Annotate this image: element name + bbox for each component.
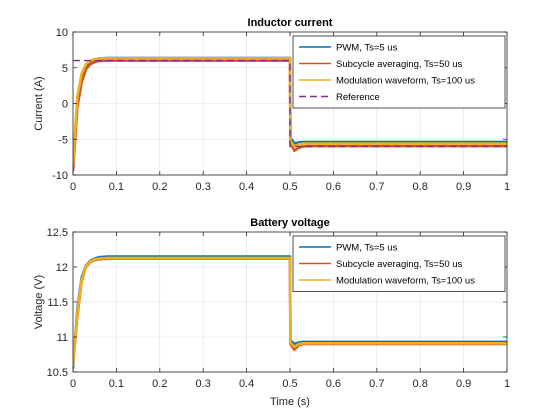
x-tick-label: 0.5 (282, 181, 297, 193)
legend-entry: Modulation waveform, Ts=100 us (336, 276, 475, 287)
x-tick-label: 0.4 (239, 378, 254, 390)
y-tick-label: 12.5 (47, 227, 68, 239)
y-axis-label: Current (A) (33, 76, 45, 130)
x-tick-label: 0.9 (456, 181, 471, 193)
x-tick-label: 0.7 (369, 378, 384, 390)
series-group (73, 255, 507, 369)
y-axis-label: Voltage (V) (33, 275, 45, 329)
y-tick-label: 12 (56, 262, 68, 274)
legend-entry: Subcycle averaging, Ts=50 us (336, 259, 463, 270)
series-line-3 (73, 57, 507, 165)
legend: PWM, Ts=5 us Subcycle averaging, Ts=50 us… (292, 235, 506, 292)
y-tick-label: 5 (62, 63, 68, 75)
legend-entry: Modulation waveform, Ts=100 us (336, 76, 475, 87)
x-tick-label: 0.8 (413, 378, 428, 390)
x-tick-label: 0.2 (152, 181, 167, 193)
x-tick-label: 0.6 (326, 378, 341, 390)
x-tick-label: 0.8 (413, 181, 428, 193)
y-tick-label: 10.5 (47, 367, 68, 379)
series-group (73, 56, 507, 172)
x-tick-label: 1 (504, 378, 510, 390)
x-tick-label: 0.1 (109, 181, 124, 193)
chart-2: 0 0.1 0.2 0.3 0.4 0.5 0.6 0.7 0.8 0.9 1 10.5 11 11.5 1… (33, 217, 510, 408)
x-tick-label: 0.3 (196, 378, 211, 390)
x-tick-label: 1 (504, 181, 510, 193)
chart-title: Battery voltage (250, 217, 329, 229)
x-tick-label: 0.6 (326, 181, 341, 193)
y-tick-label: 0 (62, 99, 68, 111)
x-tick-label: 0.1 (109, 378, 124, 390)
y-tick-label: 11 (57, 332, 68, 344)
x-tick-label: 0 (70, 181, 76, 193)
series-line-3 (73, 256, 507, 367)
legend: PWM, Ts=5 us Subcycle averaging, Ts=50 us… (292, 35, 506, 109)
x-tick-label: 0.4 (239, 181, 254, 193)
series-line-2 (73, 59, 507, 172)
x-tick-label: 0 (70, 378, 76, 390)
chart-title: Inductor current (248, 17, 333, 29)
x-tick-label: 0.7 (369, 181, 384, 193)
chart-1: 0 0.1 0.2 0.3 0.4 0.5 0.6 0.7 0.8 0.9 1 -10 -5 0 5 10 In… (33, 17, 510, 193)
legend-entry: PWM, Ts=5 us (336, 43, 398, 54)
series-line-4 (73, 59, 507, 148)
legend-entry: PWM, Ts=5 us (336, 243, 398, 254)
x-tick-label: 0.3 (196, 181, 211, 193)
x-tick-label: 0.9 (456, 378, 471, 390)
x-tick-label: 0.2 (152, 378, 167, 390)
legend-entry: Subcycle averaging, Ts=50 us (336, 59, 463, 70)
y-tick-label: 11.5 (47, 297, 68, 309)
x-tick-label: 0.5 (282, 378, 297, 390)
y-tick-label: -10 (52, 170, 68, 182)
x-axis-label: Time (s) (270, 396, 310, 408)
legend-box (292, 35, 506, 109)
y-tick-label: 10 (56, 27, 68, 39)
legend-entry: Reference (336, 92, 380, 103)
y-tick-label: -5 (58, 134, 68, 146)
